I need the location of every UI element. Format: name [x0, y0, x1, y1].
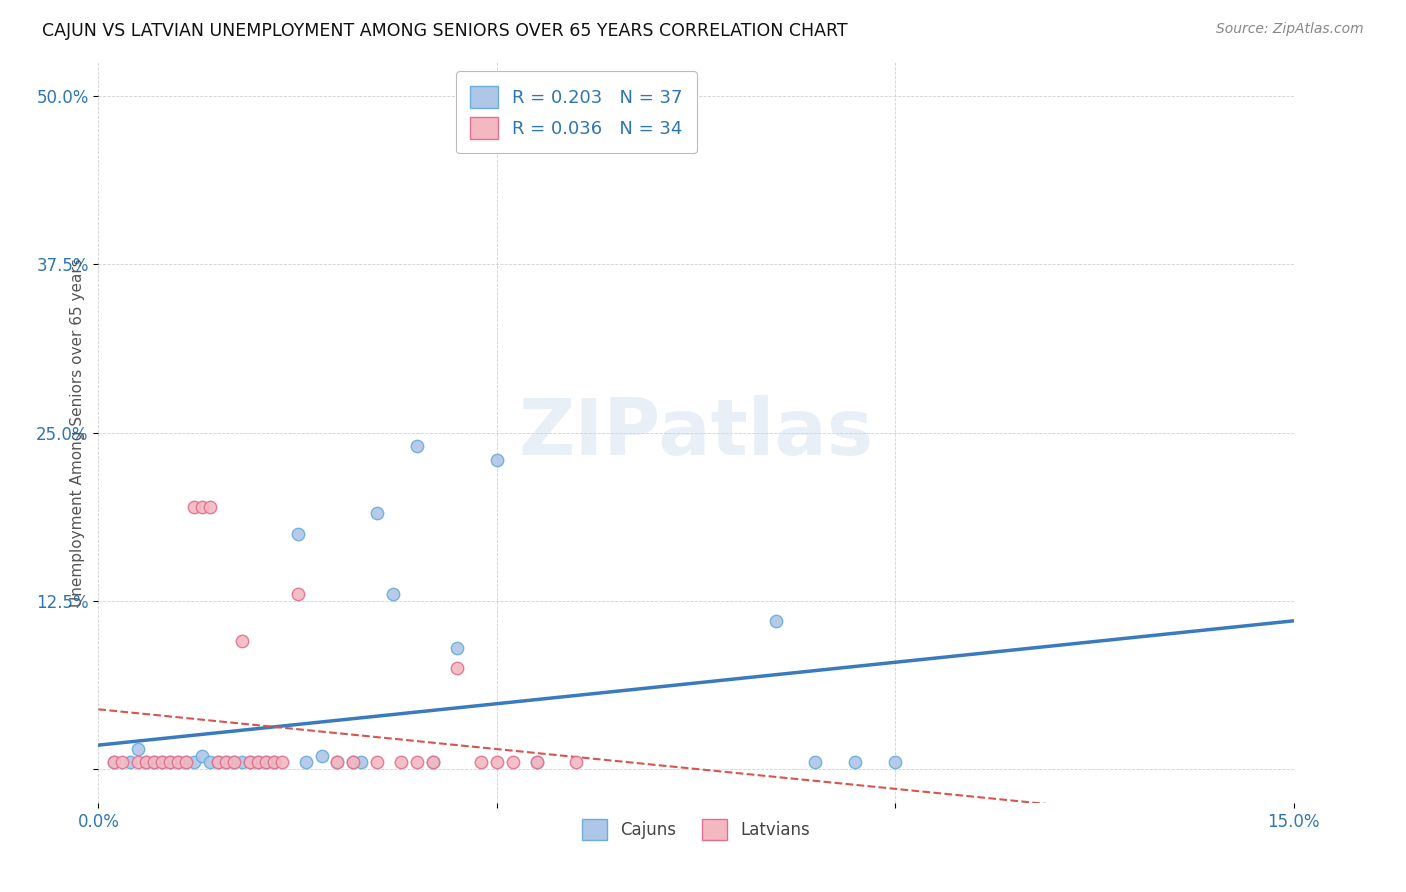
Point	[127, 756, 149, 770]
Point	[565, 756, 588, 770]
Point	[350, 756, 373, 770]
Point	[191, 500, 214, 514]
Point	[446, 640, 468, 655]
Point	[526, 756, 548, 770]
Point	[366, 507, 388, 521]
Point	[502, 756, 524, 770]
Point	[526, 756, 548, 770]
Point	[150, 756, 173, 770]
Point	[183, 756, 205, 770]
Point	[485, 452, 508, 467]
Point	[120, 756, 142, 770]
Point	[254, 756, 277, 770]
Point	[143, 756, 166, 770]
Point	[246, 756, 269, 770]
Point	[191, 748, 214, 763]
Point	[167, 756, 190, 770]
Point	[270, 756, 292, 770]
Point	[222, 756, 245, 770]
Point	[207, 756, 229, 770]
Point	[804, 756, 827, 770]
Legend: Cajuns, Latvians: Cajuns, Latvians	[575, 813, 817, 847]
Point	[263, 756, 285, 770]
Point	[294, 756, 316, 770]
Point	[215, 756, 238, 770]
Point	[150, 756, 173, 770]
Point	[366, 756, 388, 770]
Point	[103, 756, 125, 770]
Point	[207, 756, 229, 770]
Point	[167, 756, 190, 770]
Point	[159, 756, 181, 770]
Point	[135, 756, 157, 770]
Point	[382, 587, 405, 601]
Point	[231, 756, 253, 770]
Point	[198, 500, 221, 514]
Point	[446, 661, 468, 675]
Point	[342, 756, 364, 770]
Point	[287, 587, 309, 601]
Point	[422, 756, 444, 770]
Point	[135, 756, 157, 770]
Point	[884, 756, 907, 770]
Point	[174, 756, 197, 770]
Point	[239, 756, 262, 770]
Point	[127, 742, 149, 756]
Point	[263, 756, 285, 770]
Point	[406, 439, 429, 453]
Point	[342, 756, 364, 770]
Point	[470, 756, 492, 770]
Point	[287, 526, 309, 541]
Point	[389, 756, 412, 770]
Text: CAJUN VS LATVIAN UNEMPLOYMENT AMONG SENIORS OVER 65 YEARS CORRELATION CHART: CAJUN VS LATVIAN UNEMPLOYMENT AMONG SENI…	[42, 22, 848, 40]
Point	[406, 756, 429, 770]
Point	[215, 756, 238, 770]
Point	[422, 756, 444, 770]
Point	[246, 756, 269, 770]
Point	[485, 756, 508, 770]
Y-axis label: Unemployment Among Seniors over 65 years: Unemployment Among Seniors over 65 years	[69, 259, 84, 607]
Point	[143, 756, 166, 770]
Point	[239, 756, 262, 770]
Point	[111, 756, 134, 770]
Point	[765, 614, 787, 628]
Point	[222, 756, 245, 770]
Point	[174, 756, 197, 770]
Text: ZIPatlas: ZIPatlas	[519, 394, 873, 471]
Point	[198, 756, 221, 770]
Point	[183, 500, 205, 514]
Point	[231, 634, 253, 648]
Point	[844, 756, 866, 770]
Point	[159, 756, 181, 770]
Point	[311, 748, 333, 763]
Point	[326, 756, 349, 770]
Text: Source: ZipAtlas.com: Source: ZipAtlas.com	[1216, 22, 1364, 37]
Point	[326, 756, 349, 770]
Point	[254, 756, 277, 770]
Point	[103, 756, 125, 770]
